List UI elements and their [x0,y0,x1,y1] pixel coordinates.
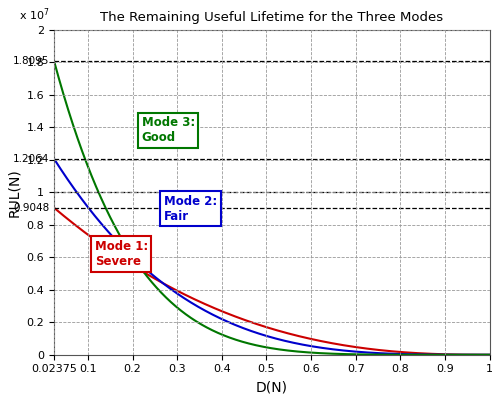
Title: The Remaining Useful Lifetime for the Three Modes: The Remaining Useful Lifetime for the Th… [100,11,444,24]
Text: 1.2064: 1.2064 [13,154,50,164]
Y-axis label: RUL(N): RUL(N) [7,168,21,217]
X-axis label: D(N): D(N) [256,380,288,394]
Text: 0.9048: 0.9048 [14,203,50,213]
Text: Mode 2:
Fair: Mode 2: Fair [164,194,217,223]
Text: 1.8095: 1.8095 [13,56,50,66]
Text: x 10$^7$: x 10$^7$ [19,7,50,23]
Text: Mode 3:
Good: Mode 3: Good [142,116,195,144]
Text: Mode 1:
Severe: Mode 1: Severe [94,240,148,268]
